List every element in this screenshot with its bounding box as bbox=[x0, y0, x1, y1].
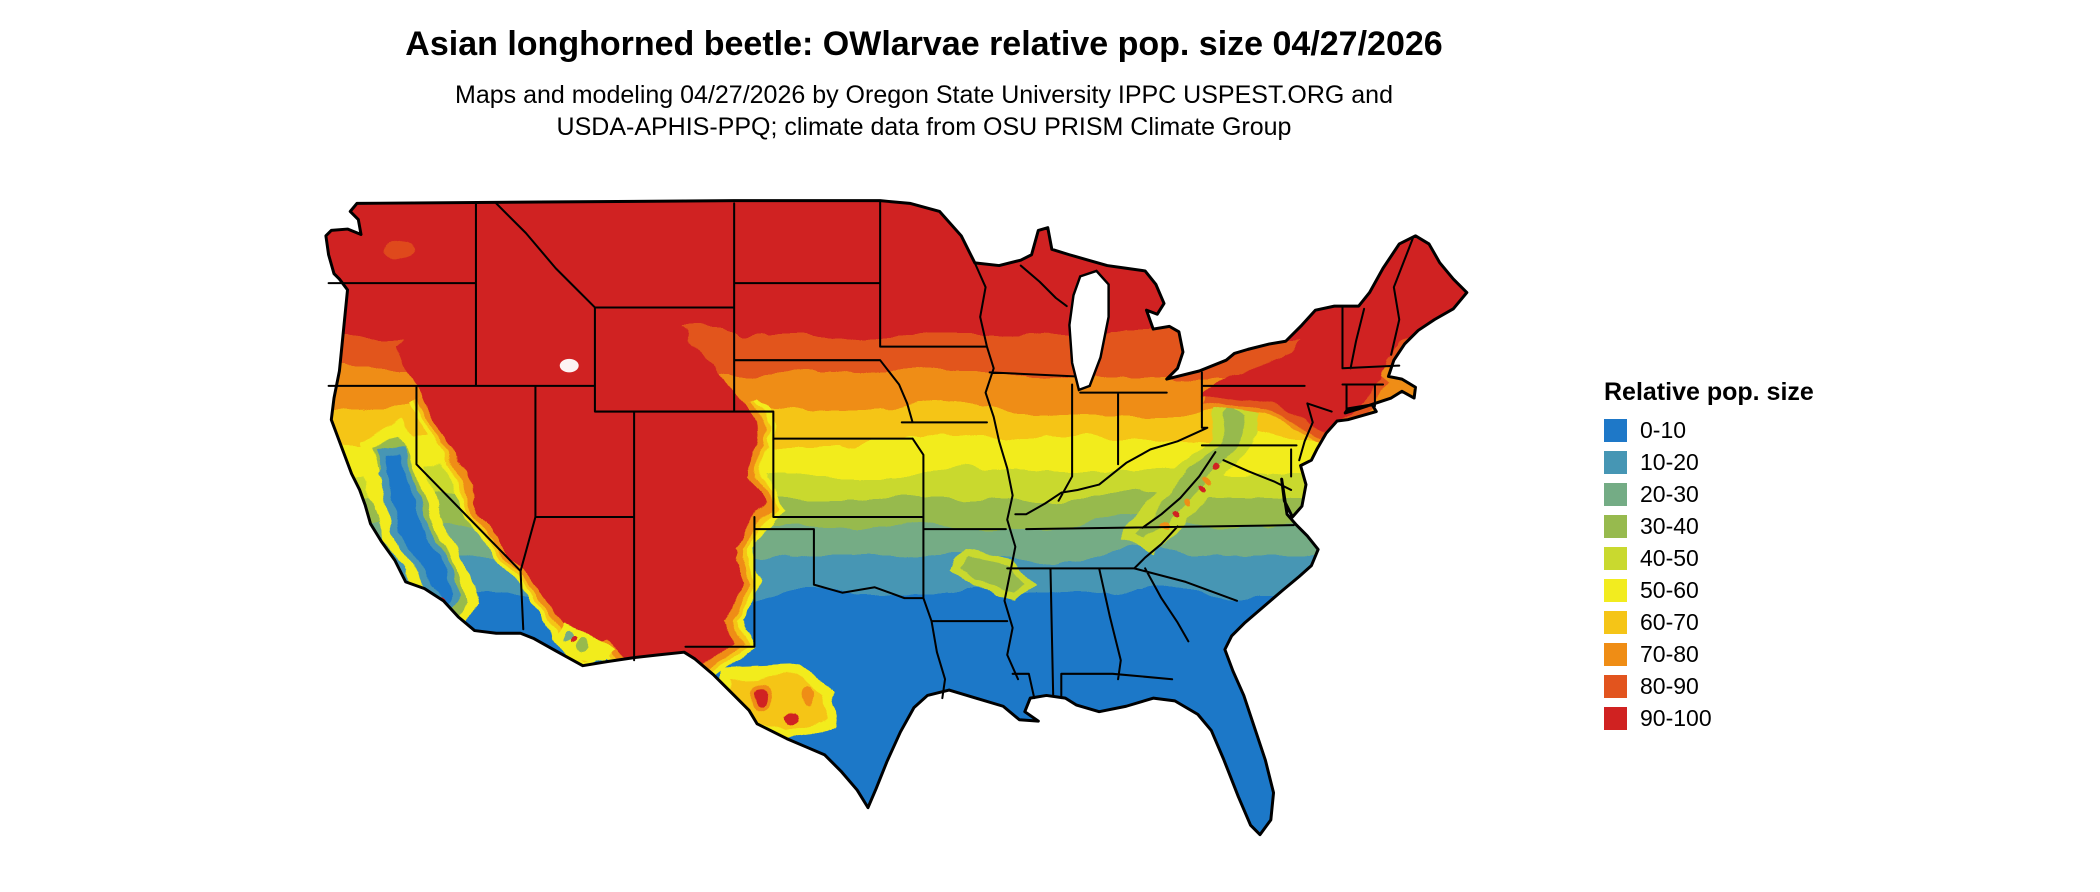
northeast-red-region bbox=[1207, 233, 1467, 431]
socal-orange-spot bbox=[423, 610, 431, 618]
page-subtitle: Maps and modeling 04/27/2026 by Oregon S… bbox=[0, 79, 1848, 144]
subtitle-line-2: USDA-APHIS-PPQ; climate data from OSU PR… bbox=[556, 113, 1292, 142]
west-red-region bbox=[398, 281, 767, 680]
legend-item: 20-30 bbox=[1604, 483, 1934, 506]
legend-label: 90-100 bbox=[1640, 705, 1712, 731]
appalachian-red-spot-3 bbox=[1171, 516, 1179, 524]
legend-label: 50-60 bbox=[1640, 577, 1699, 603]
legend-item: 80-90 bbox=[1604, 675, 1934, 698]
washington-vermillion-patch bbox=[390, 241, 424, 263]
great-salt-lake bbox=[559, 358, 579, 373]
appalachian-orange-spot-2 bbox=[1182, 502, 1190, 510]
title-block: Asian longhorned beetle: OWlarvae relati… bbox=[0, 0, 1848, 144]
state-borders bbox=[327, 199, 1414, 700]
us-map-canvas bbox=[324, 199, 1469, 837]
legend-swatch-50-60 bbox=[1604, 579, 1627, 602]
legend-item: 50-60 bbox=[1604, 579, 1934, 602]
appalachian-red-spot-2 bbox=[1197, 485, 1206, 495]
appalachian-orange-spot-3 bbox=[1157, 529, 1165, 537]
legend-swatch-80-90 bbox=[1604, 675, 1627, 698]
legend-item: 30-40 bbox=[1604, 515, 1934, 538]
us-outline bbox=[324, 199, 1469, 837]
legend-title: Relative pop. size bbox=[1604, 378, 1814, 406]
appalachian-red-spot-1 bbox=[1214, 461, 1223, 470]
legend-label: 60-70 bbox=[1640, 609, 1699, 635]
lake-michigan bbox=[1068, 269, 1110, 392]
west-texas-red-spot-2 bbox=[781, 704, 795, 719]
ozark-green-region bbox=[950, 550, 1038, 603]
us-population-map bbox=[268, 152, 1568, 882]
legend-label: 0-10 bbox=[1640, 417, 1687, 443]
legend-label: 70-80 bbox=[1640, 641, 1699, 667]
legend-swatch-70-80 bbox=[1604, 643, 1627, 666]
appalachian-orange-spot-1 bbox=[1206, 475, 1214, 483]
legend-item: 10-20 bbox=[1604, 451, 1934, 474]
legend-label: 30-40 bbox=[1640, 513, 1699, 539]
legend-swatch-60-70 bbox=[1604, 611, 1627, 634]
legend-label: 20-30 bbox=[1640, 481, 1699, 507]
arizona-red-spot bbox=[569, 639, 577, 647]
legend: Relative pop. size 0-10 10-20 20-30 30-4… bbox=[1604, 378, 1934, 739]
subtitle-line-1: Maps and modeling 04/27/2026 by Oregon S… bbox=[455, 80, 1393, 109]
arizona-green-spot bbox=[578, 640, 593, 654]
legend-swatch-10-20 bbox=[1604, 451, 1627, 474]
arizona-teal-spot bbox=[561, 633, 572, 645]
legend-swatch-20-30 bbox=[1604, 483, 1627, 506]
page-title: Asian longhorned beetle: OWlarvae relati… bbox=[405, 25, 1443, 63]
legend-swatch-0-10 bbox=[1604, 419, 1627, 442]
west-texas-orange-spot bbox=[803, 688, 817, 703]
legend-label: 80-90 bbox=[1640, 673, 1699, 699]
legend-item: 40-50 bbox=[1604, 547, 1934, 570]
legend-swatch-30-40 bbox=[1604, 515, 1627, 538]
legend-item: 0-10 bbox=[1604, 419, 1934, 442]
legend-swatch-40-50 bbox=[1604, 547, 1627, 570]
legend-item: 90-100 bbox=[1604, 707, 1934, 730]
legend-item: 60-70 bbox=[1604, 611, 1934, 634]
west-texas-red-spot-1 bbox=[746, 681, 770, 705]
legend-item: 70-80 bbox=[1604, 643, 1934, 666]
appalachian-green-region bbox=[1127, 392, 1260, 563]
legend-label: 40-50 bbox=[1640, 545, 1699, 571]
legend-label: 10-20 bbox=[1640, 449, 1699, 475]
socal-red-spot bbox=[428, 600, 440, 612]
legend-swatch-90-100 bbox=[1604, 707, 1627, 730]
